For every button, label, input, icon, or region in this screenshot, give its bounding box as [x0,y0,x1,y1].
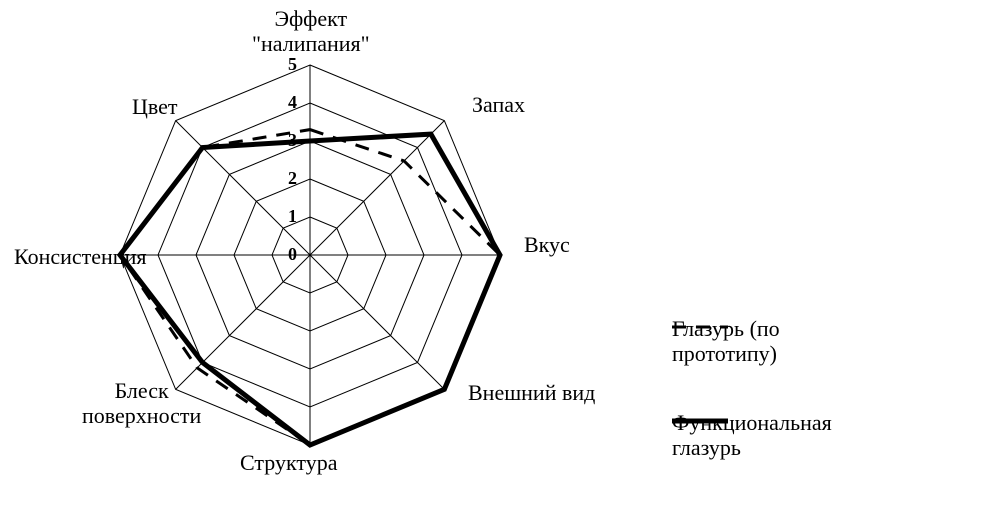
radar-tick-label: 3 [288,130,297,151]
radar-tick-label: 1 [288,206,297,227]
radar-axis-label: Консистенция [14,244,146,269]
radar-chart-svg [0,0,998,511]
legend-item: Функциональная глазурь [672,410,832,461]
radar-axis-label: Вкус [524,232,570,257]
legend-item: Глазурь (по прототипу) [672,316,780,367]
radar-axis-label: Внешний вид [468,380,595,405]
radar-axis-label: Запах [472,92,525,117]
radar-axis-label: Блеск поверхности [82,378,201,429]
radar-axis-label: Цвет [132,94,178,119]
radar-chart-figure: 0 1 2 3 4 5Эффект "налипания" Запах Вкус Внешний… [0,0,998,511]
radar-tick-label: 2 [288,168,297,189]
radar-tick-label: 5 [288,54,297,75]
radar-tick-label: 4 [288,92,297,113]
radar-tick-label: 0 [288,244,297,265]
legend-swatch [672,410,728,432]
radar-axis-label: Структура [240,450,337,475]
radar-axis-label: Эффект "налипания" [252,6,370,57]
legend-swatch [672,316,728,338]
